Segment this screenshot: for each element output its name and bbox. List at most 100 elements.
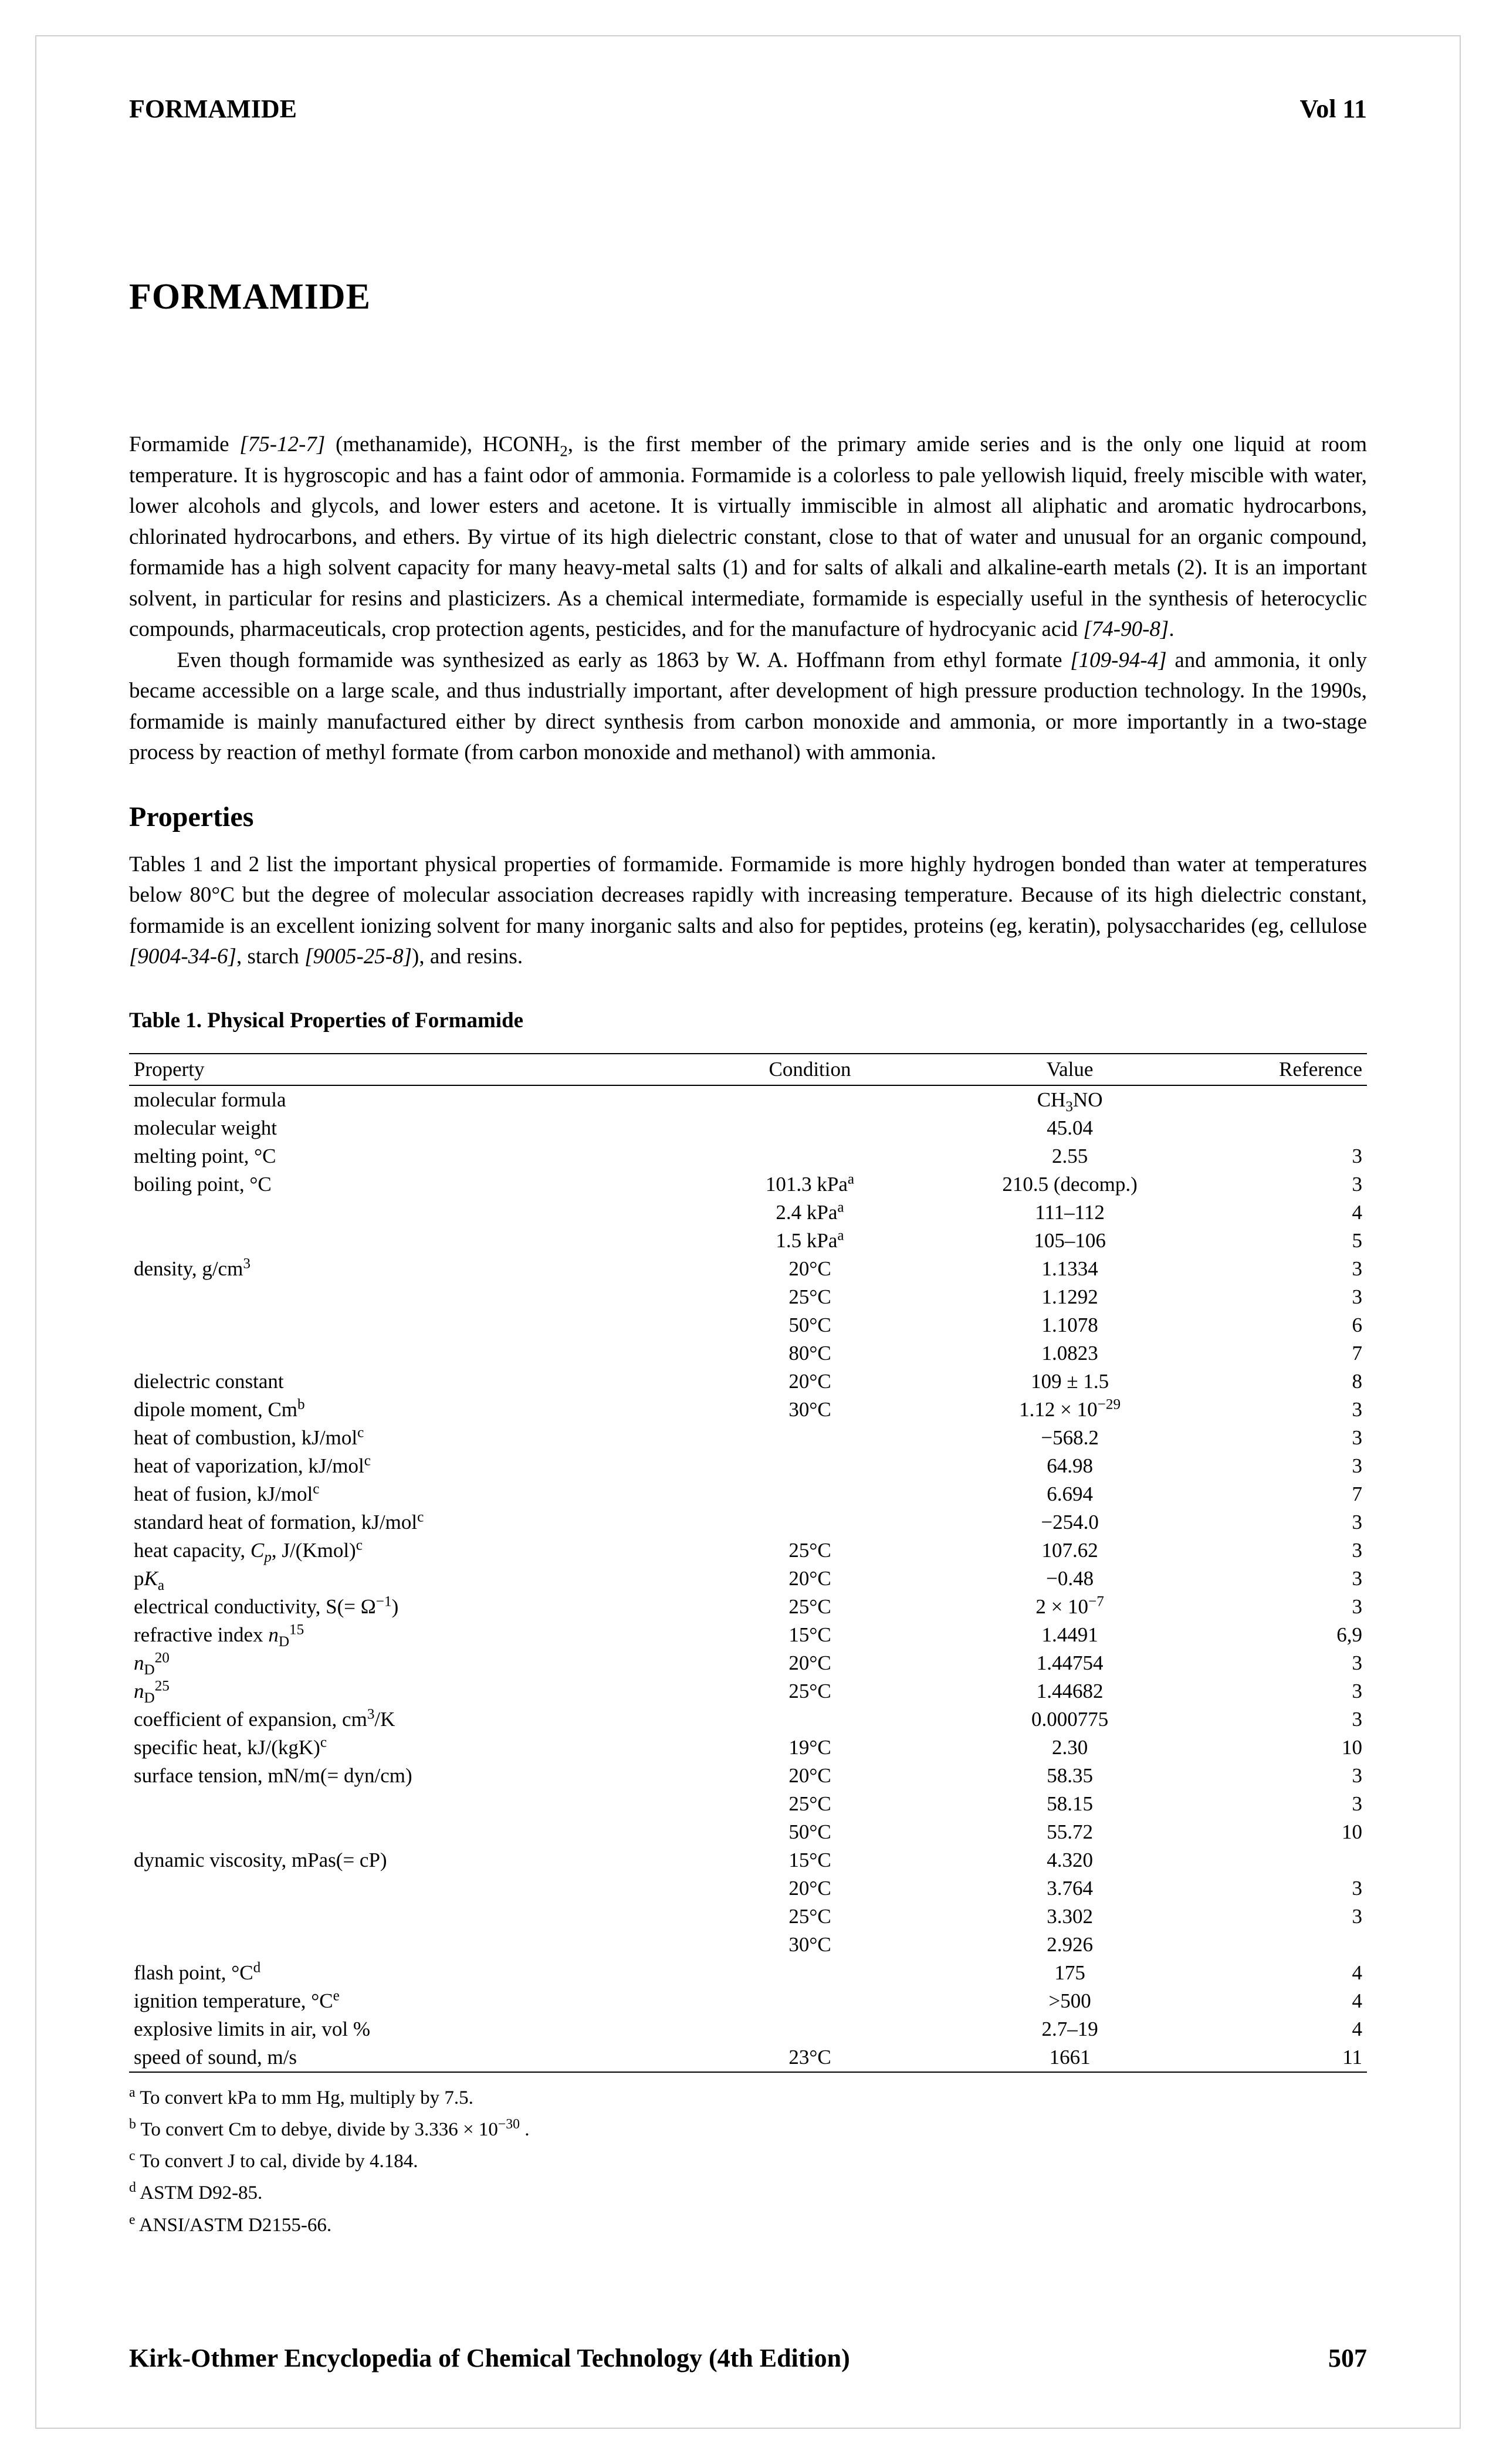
cell-condition: 25°C xyxy=(686,1283,934,1311)
cell-condition: 25°C xyxy=(686,1536,934,1565)
cas-ethylformate: [109-94-4] xyxy=(1070,648,1166,672)
paragraph-2: Even though formamide was synthesized as… xyxy=(129,645,1367,769)
cell-condition: 15°C xyxy=(686,1621,934,1649)
cell-value: 1.1292 xyxy=(934,1283,1206,1311)
table-row: nD2020°C1.447543 xyxy=(129,1649,1367,1677)
cell-property: nD20 xyxy=(129,1649,686,1677)
cell-property xyxy=(129,1283,686,1311)
cell-condition: 25°C xyxy=(686,1790,934,1818)
cell-reference: 3 xyxy=(1206,1452,1367,1480)
cell-condition xyxy=(686,1142,934,1170)
cell-condition: 20°C xyxy=(686,1874,934,1903)
cell-value: 3.302 xyxy=(934,1903,1206,1931)
cell-property: heat capacity, Cp, J/(Kmol)c xyxy=(129,1536,686,1565)
paragraph-1: Formamide [75-12-7] (methanamide), HCONH… xyxy=(129,429,1367,645)
cell-reference xyxy=(1206,1085,1367,1114)
cell-condition xyxy=(686,1085,934,1114)
section-properties: Properties xyxy=(129,801,1367,833)
cell-value: 45.04 xyxy=(934,1114,1206,1142)
runfoot-left: Kirk-Othmer Encyclopedia of Chemical Tec… xyxy=(129,2343,850,2373)
cell-property: density, g/cm3 xyxy=(129,1255,686,1283)
table-row: dynamic viscosity, mPas(= cP)15°C4.320 xyxy=(129,1846,1367,1874)
table-row: 80°C1.08237 xyxy=(129,1339,1367,1368)
runhead-right: Vol 11 xyxy=(1299,94,1367,124)
cell-value: 107.62 xyxy=(934,1536,1206,1565)
cell-reference: 3 xyxy=(1206,1677,1367,1705)
cell-value: 175 xyxy=(934,1959,1206,1987)
cell-condition: 30°C xyxy=(686,1931,934,1959)
cell-property: pKa xyxy=(129,1565,686,1593)
cell-property: coefficient of expansion, cm3/K xyxy=(129,1705,686,1734)
table-row: 25°C58.153 xyxy=(129,1790,1367,1818)
cell-reference: 3 xyxy=(1206,1874,1367,1903)
cell-condition: 20°C xyxy=(686,1565,934,1593)
cell-reference: 5 xyxy=(1206,1227,1367,1255)
cell-condition: 2.4 kPaa xyxy=(686,1199,934,1227)
table-row: heat of fusion, kJ/molc6.6947 xyxy=(129,1480,1367,1508)
cell-condition xyxy=(686,1959,934,1987)
table-row: coefficient of expansion, cm3/K0.0007753 xyxy=(129,1705,1367,1734)
article-title: FORMAMIDE xyxy=(129,276,1367,318)
cell-reference: 3 xyxy=(1206,1424,1367,1452)
cell-property: heat of vaporization, kJ/molc xyxy=(129,1452,686,1480)
cell-condition xyxy=(686,1705,934,1734)
cell-condition xyxy=(686,1452,934,1480)
cell-value: 6.694 xyxy=(934,1480,1206,1508)
cell-value: 2 × 10−7 xyxy=(934,1593,1206,1621)
cell-reference: 3 xyxy=(1206,1593,1367,1621)
cas-formamide: [75-12-7] xyxy=(239,432,325,456)
cell-reference: 4 xyxy=(1206,2015,1367,2043)
cell-condition: 20°C xyxy=(686,1762,934,1790)
footnote: c To convert J to cal, divide by 4.184. xyxy=(129,2147,1367,2177)
cell-reference: 6,9 xyxy=(1206,1621,1367,1649)
cell-value: 1.0823 xyxy=(934,1339,1206,1368)
cell-value: 1.1078 xyxy=(934,1311,1206,1339)
table-row: standard heat of formation, kJ/molc−254.… xyxy=(129,1508,1367,1536)
footnote: a To convert kPa to mm Hg, multiply by 7… xyxy=(129,2083,1367,2113)
table-row: boiling point, °C101.3 kPaa210.5 (decomp… xyxy=(129,1170,1367,1199)
cell-reference: 3 xyxy=(1206,1536,1367,1565)
footnote: d ASTM D92-85. xyxy=(129,2178,1367,2208)
cell-reference: 10 xyxy=(1206,1818,1367,1846)
cas-hcn: [74-90-8] xyxy=(1083,617,1169,641)
cell-reference xyxy=(1206,1846,1367,1874)
cell-condition: 50°C xyxy=(686,1818,934,1846)
p1-sub: 2 xyxy=(560,442,567,459)
cell-value: 1.1334 xyxy=(934,1255,1206,1283)
p1-c: , is the first member of the primary ami… xyxy=(129,432,1367,641)
cell-value: 2.7–19 xyxy=(934,2015,1206,2043)
cell-condition xyxy=(686,1424,934,1452)
table-1-caption: Table 1. Physical Properties of Formamid… xyxy=(129,1008,1367,1033)
cell-reference: 4 xyxy=(1206,1959,1367,1987)
cell-condition xyxy=(686,2015,934,2043)
cell-value: 3.764 xyxy=(934,1874,1206,1903)
cell-condition: 25°C xyxy=(686,1677,934,1705)
table-row: 50°C1.10786 xyxy=(129,1311,1367,1339)
cell-property: standard heat of formation, kJ/molc xyxy=(129,1508,686,1536)
p3-a: Tables 1 and 2 list the important physic… xyxy=(129,852,1367,938)
cell-reference: 6 xyxy=(1206,1311,1367,1339)
properties-paragraph: Tables 1 and 2 list the important physic… xyxy=(129,849,1367,973)
footnote: b To convert Cm to debye, divide by 3.33… xyxy=(129,2115,1367,2145)
cell-condition: 50°C xyxy=(686,1311,934,1339)
table-row: molecular weight45.04 xyxy=(129,1114,1367,1142)
running-head: FORMAMIDE Vol 11 xyxy=(129,94,1367,124)
cell-property: electrical conductivity, S(= Ω−1) xyxy=(129,1593,686,1621)
cell-reference: 3 xyxy=(1206,1396,1367,1424)
cell-property: boiling point, °C xyxy=(129,1170,686,1199)
table-row: molecular formulaCH3NO xyxy=(129,1085,1367,1114)
cell-reference: 10 xyxy=(1206,1734,1367,1762)
cell-value: 4.320 xyxy=(934,1846,1206,1874)
table-row: specific heat, kJ/(kgK)c19°C2.3010 xyxy=(129,1734,1367,1762)
cell-reference: 4 xyxy=(1206,1987,1367,2015)
cell-reference: 3 xyxy=(1206,1649,1367,1677)
cell-condition: 20°C xyxy=(686,1255,934,1283)
table-row: 30°C2.926 xyxy=(129,1931,1367,1959)
cell-value: 1661 xyxy=(934,2043,1206,2072)
cell-reference: 3 xyxy=(1206,1283,1367,1311)
p1-end: . xyxy=(1169,617,1174,641)
cell-value: 0.000775 xyxy=(934,1705,1206,1734)
cell-property xyxy=(129,1311,686,1339)
cell-value: 111–112 xyxy=(934,1199,1206,1227)
cell-property xyxy=(129,1227,686,1255)
